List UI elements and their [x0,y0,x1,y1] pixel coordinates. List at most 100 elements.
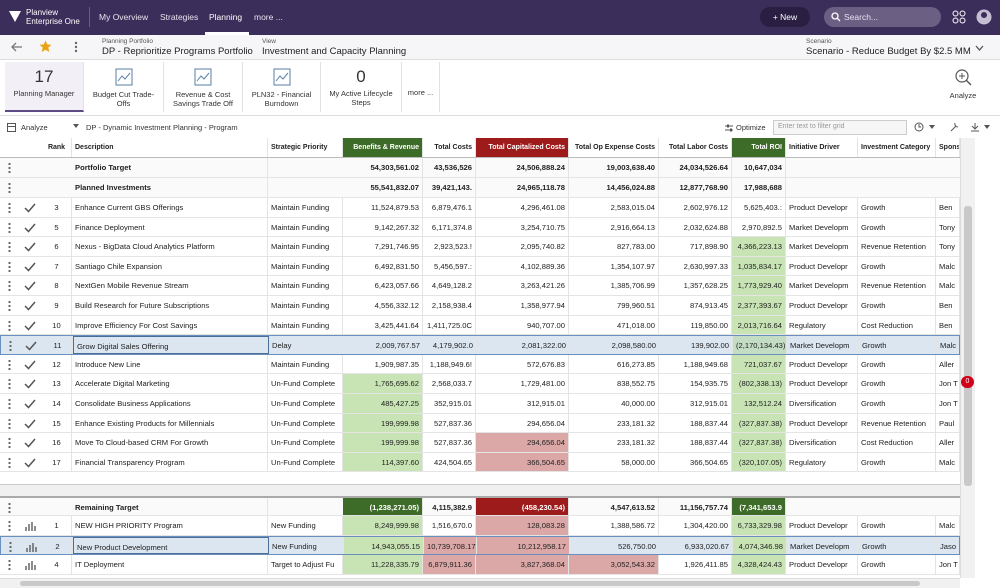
scrollbar[interactable] [960,138,975,578]
row-menu[interactable] [8,358,11,370]
data-row[interactable]: 2 New Product Development New Funding 14,94… [0,535,960,556]
row-menu[interactable] [8,300,11,311]
row-menu[interactable] [8,398,11,409]
tile[interactable]: more ... [402,62,440,112]
data-row[interactable]: 1 NEW HIGH PRIORITY Program New Funding 8,2… [0,516,960,536]
cell: Cost Reduction [858,433,936,452]
dropdown-icon[interactable] [975,45,984,51]
data-row[interactable]: 12 Introduce New Line Maintain Funding 1,90… [0,354,960,375]
horizontal-scrollbar[interactable] [0,578,960,588]
apps-icon[interactable] [952,10,966,24]
summary-row[interactable]: Planned Investments 55,541,832.07 39,421,1… [0,178,960,198]
data-row[interactable]: 4 IT Deployment Target to Adjust Fu 11,228,… [0,555,960,575]
row-menu[interactable] [8,559,11,571]
numeric-cell: 39,421,143. [423,178,476,197]
numeric-cell: 3,263,421.26 [476,276,569,295]
tile-icon [194,68,212,86]
row-menu[interactable] [8,221,11,233]
cell: Initiative Driver [786,138,858,157]
row-menu[interactable] [8,202,11,213]
numeric-cell: 4,296,461.08 [476,198,569,217]
nav-item[interactable]: Planning [209,12,243,22]
data-row[interactable]: 11 Grow Digital Sales Offering Delay 2,009,… [0,335,960,355]
scroll-thumb[interactable] [20,581,920,586]
numeric-cell: 4,649,128.2 [423,276,476,295]
numeric-cell: 17,988,688 [732,178,786,197]
numeric-cell: 5,456,597.: [423,256,476,276]
row-menu[interactable] [8,182,11,193]
numeric-cell: 10,739,708.17 [424,536,477,555]
data-row[interactable]: 16 Move To Cloud-based CRM For Growth Un-F… [0,433,960,453]
tile[interactable]: PLN32 - Financial Burndown [243,62,321,112]
numeric-cell: 6,879,476.1 [423,198,476,217]
data-row[interactable]: 15 Enhance Existing Products for Millenni… [0,413,960,434]
nav-item[interactable]: Strategies [160,12,199,22]
back-icon[interactable] [11,42,23,52]
data-row[interactable]: 8 NextGen Mobile Revenue Stream Maintain F… [0,276,960,296]
portfolio-name[interactable]: DP - Reprioritize Programs Portfolio [102,46,253,57]
row-menu[interactable] [8,260,11,272]
view-name[interactable]: Investment and Capacity Planning [262,46,407,57]
tile[interactable]: 0 My Active Lifecycle Steps [321,62,402,112]
data-row[interactable]: 9 Build Research for Future Subscriptions… [0,296,960,316]
notification-badge[interactable]: 0 [961,376,974,388]
row-menu[interactable] [9,540,12,552]
data-row[interactable]: 13 Accelerate Digital Marketing Un-Fund Co… [0,374,960,394]
summary-row[interactable]: Remaining Target (1,238,271.05) 4,115,382.… [0,496,960,516]
splitter[interactable] [0,484,960,496]
bars-icon [25,522,36,531]
numeric-cell: 54,303,561.02 [343,158,423,177]
nav-item[interactable]: more ... [254,12,283,22]
numeric-cell: 5,625,403.: [732,198,786,217]
cell: 10 [42,315,72,335]
row-menu[interactable] [8,162,11,173]
favorite-icon[interactable] [39,40,52,53]
grid-view-name[interactable]: DP - Dynamic Investment Planning - Progr… [86,123,238,132]
analyze-menu[interactable]: Analyze [21,123,48,132]
cell: 3 [42,198,72,217]
analyze-tile[interactable]: Analyze [940,62,986,112]
optimize-button[interactable]: Optimize [736,123,766,132]
row-menu[interactable] [8,437,11,449]
scroll-thumb[interactable] [964,206,972,486]
data-row[interactable]: 3 Enhance Current GBS Offerings Maintain F… [0,198,960,218]
cell: Tony [936,237,960,256]
header-row[interactable]: Rank Description Strategic Priority Benefit… [0,138,960,158]
cell: Portfolio Target [72,158,268,177]
tiles-bar [0,60,1000,116]
data-row[interactable]: 6 Nexus - BigData Cloud Analytics Platfor… [0,237,960,257]
data-row[interactable]: 7 Santiago Chile Expansion Maintain Fundin… [0,256,960,277]
row-menu[interactable] [9,340,12,352]
tile[interactable]: 17 Planning Manager [5,62,84,112]
clock-icon[interactable] [914,122,938,132]
numeric-cell: 1,188,949.68 [659,354,732,374]
nav-item[interactable]: My Overview [99,12,149,22]
summary-row[interactable]: Portfolio Target 54,303,561.02 43,536,526 2… [0,158,960,178]
row-menu[interactable] [8,456,11,468]
tools-icons[interactable] [950,122,990,132]
data-row[interactable]: 14 Consolidate Business Applications Un-Fu… [0,394,960,414]
row-menu[interactable] [8,520,11,531]
data-row[interactable]: 10 Improve Efficiency For Cost Savings Mai… [0,315,960,336]
row-menu[interactable] [8,319,11,331]
cell: Consolidate Business Applications [72,394,268,413]
new-button[interactable]: + New [760,7,810,27]
menu-dots[interactable] [74,41,78,53]
cell: Product Developr [786,555,858,574]
search-box[interactable]: Search... [824,7,941,27]
tile[interactable]: Budget Cut Trade-Offs [84,62,164,112]
row-menu[interactable] [8,417,11,429]
cell: Revenue Retention [858,237,936,256]
numeric-cell: 43,536,526 [423,158,476,177]
data-row[interactable]: 17 Financial Transparency Program Un-Fund … [0,452,960,473]
row-menu[interactable] [8,502,11,513]
row-menu[interactable] [8,378,11,390]
user-icon[interactable] [976,9,992,25]
data-row[interactable]: 5 Finance Deployment Maintain Funding 9,142… [0,217,960,238]
scenario-name[interactable]: Scenario - Reduce Budget By $2.5 MM [806,46,971,57]
tile[interactable]: Revenue & Cost Savings Trade Off [164,62,243,112]
cell: Growth [858,452,936,472]
filter-input[interactable]: Enter text to filter grid [773,120,907,135]
row-menu[interactable] [8,280,11,292]
row-menu[interactable] [8,241,11,253]
